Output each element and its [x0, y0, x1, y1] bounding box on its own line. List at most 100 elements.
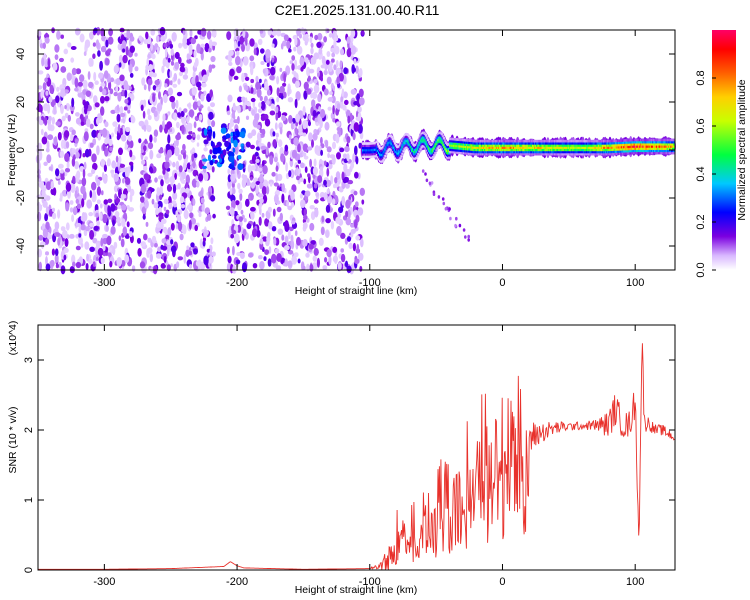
- colorbar-label: Normalized spectral amplitude: [736, 79, 748, 220]
- spectrogram-x-ticks: -300 -200 -100 0 100: [93, 30, 644, 289]
- heatmap-cell: [124, 167, 128, 178]
- heatmap-cell: [75, 222, 82, 227]
- heatmap-cell: [444, 207, 448, 211]
- heatmap-cell: [332, 246, 338, 253]
- heatmap-cell: [283, 34, 289, 41]
- heatmap-cell: [67, 42, 72, 48]
- heatmap-cell: [172, 161, 176, 168]
- heatmap-cell: [169, 128, 173, 133]
- heatmap-cell: [335, 108, 339, 116]
- heatmap-cell: [181, 124, 185, 134]
- heatmap-cell: [58, 163, 64, 169]
- heatmap-cell: [138, 35, 143, 41]
- heatmap-cell: [265, 146, 269, 156]
- heatmap-cell: [97, 50, 101, 57]
- heatmap-cell: [129, 72, 134, 78]
- heatmap-cell: [357, 252, 364, 261]
- heatmap-cell: [241, 43, 245, 52]
- heatmap-cell: [237, 155, 242, 160]
- heatmap-cell: [340, 248, 345, 253]
- heatmap-cell: [331, 156, 336, 165]
- heatmap-cell: [308, 114, 311, 121]
- heatmap-cell: [95, 39, 100, 49]
- heatmap-cell: [249, 38, 255, 47]
- heatmap-cell: [268, 221, 273, 230]
- heatmap-cell: [61, 189, 68, 197]
- heatmap-cell: [317, 175, 323, 184]
- heatmap-cell: [180, 110, 185, 118]
- heatmap-cell: [291, 220, 296, 225]
- heatmap-cell: [228, 155, 235, 163]
- heatmap-cell: [336, 225, 342, 236]
- heatmap-cell: [271, 57, 275, 63]
- heatmap-cell: [264, 81, 269, 90]
- heatmap-cell: [182, 30, 186, 35]
- heatmap-cell: [76, 170, 81, 180]
- heatmap-cell: [197, 127, 202, 132]
- heatmap-cell: [250, 78, 255, 84]
- heatmap-cell: [211, 154, 217, 159]
- heatmap-cell: [85, 90, 92, 97]
- heatmap-cell: [673, 149, 676, 153]
- heatmap-cell: [260, 61, 265, 65]
- heatmap-cell: [186, 122, 193, 129]
- heatmap-cell: [310, 42, 314, 48]
- heatmap-cell: [291, 55, 296, 61]
- heatmap-cell: [75, 245, 81, 251]
- heatmap-cell: [52, 62, 58, 71]
- heatmap-cell: [66, 234, 70, 240]
- heatmap-cell: [332, 85, 336, 91]
- heatmap-cell: [120, 112, 126, 118]
- heatmap-cell: [213, 159, 219, 164]
- heatmap-cell: [241, 145, 244, 152]
- heatmap-cell: [48, 166, 53, 171]
- heatmap-cell: [275, 106, 279, 114]
- heatmap-cell: [143, 233, 148, 241]
- heatmap-cell: [449, 216, 452, 221]
- heatmap-cell: [208, 39, 213, 47]
- heatmap-cell: [63, 130, 70, 138]
- heatmap-cell: [71, 77, 76, 85]
- heatmap-cell: [354, 201, 359, 208]
- heatmap-cell: [55, 121, 61, 126]
- heatmap-cell: [99, 60, 103, 71]
- heatmap-cell: [116, 257, 122, 267]
- heatmap-cell: [250, 97, 256, 103]
- heatmap-cell: [192, 101, 198, 110]
- heatmap-cell: [324, 121, 330, 131]
- heatmap-cell: [203, 255, 209, 266]
- heatmap-cell: [89, 246, 95, 252]
- heatmap-cell: [95, 212, 99, 218]
- heatmap-cell: [89, 142, 94, 148]
- heatmap-cell: [235, 50, 240, 56]
- heatmap-cell: [340, 96, 344, 102]
- heatmap-cell: [278, 139, 283, 148]
- heatmap-cell: [75, 261, 82, 269]
- heatmap-cell: [386, 149, 389, 153]
- colorbar-gradient: [712, 30, 736, 270]
- heatmap-cell: [124, 254, 130, 263]
- heatmap-cell: [341, 88, 345, 98]
- heatmap-cell: [125, 126, 131, 133]
- heatmap-cell: [262, 68, 266, 74]
- heatmap-cell: [338, 206, 344, 213]
- heatmap-cell: [265, 48, 271, 59]
- spectrogram-x-axis-label: Height of straight line (km): [295, 285, 418, 297]
- heatmap-cell: [267, 231, 271, 238]
- heatmap-cell: [317, 32, 323, 41]
- heatmap-cell: [294, 230, 298, 237]
- snr-x-axis-label: Height of straight line (km): [295, 584, 418, 596]
- heatmap-cell: [350, 88, 357, 95]
- heatmap-cell: [157, 200, 163, 210]
- heatmap-cell: [171, 32, 177, 42]
- heatmap-cell: [174, 61, 180, 70]
- heatmap-cell: [311, 91, 318, 100]
- heatmap-cell: [42, 82, 47, 91]
- heatmap-cell: [346, 48, 352, 58]
- heatmap-cell: [169, 43, 174, 49]
- heatmap-cell: [276, 173, 283, 182]
- heatmap-cell: [319, 108, 326, 119]
- heatmap-cell: [188, 109, 195, 118]
- heatmap-cell: [55, 263, 60, 269]
